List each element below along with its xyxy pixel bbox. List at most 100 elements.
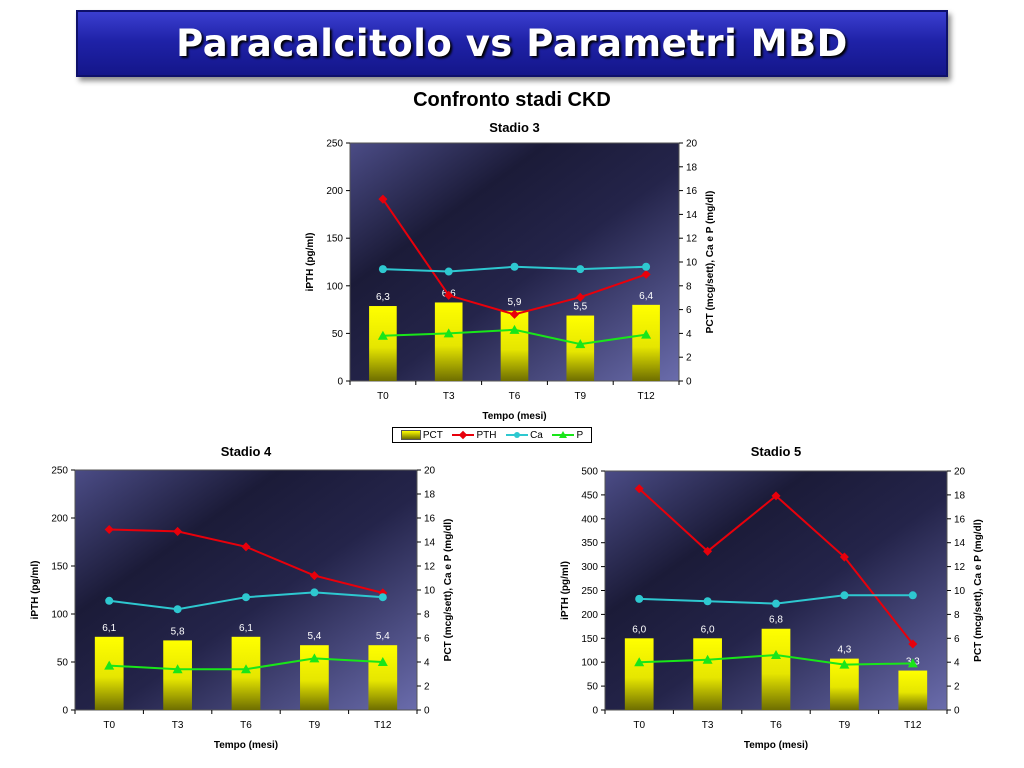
chart3-ytick-label: 450 [581,490,598,501]
chart3-point-p [907,658,918,668]
chart3-ytick-label: 300 [581,562,598,573]
chart1-point-p [443,328,454,338]
chart1-point-p [377,330,388,340]
chart1-xtick-label: T9 [574,391,586,402]
chart3-point-ca [840,591,849,600]
legend-item-pth: PTH [452,430,496,441]
slide-banner: Paracalcitolo vs Parametri MBD [76,10,948,77]
chart3-y2tick-label: 20 [954,467,966,478]
chart3-y2tick-label: 8 [954,610,960,621]
chart2-y2tick-label: 12 [424,562,436,573]
chart1-point-pth [509,309,520,319]
chart3-xtick-label: T0 [633,720,645,731]
legend-swatch-ca [506,430,529,440]
chart3-y2tick-label: 4 [954,658,960,669]
chart2-y2tick-label: 8 [424,610,430,621]
chart2-ytick-label: 0 [62,706,68,717]
chart3-y2tick-label: 0 [954,706,960,717]
chart1-ytick-label: 100 [326,281,343,292]
chart1-ytick-label: 150 [326,234,343,245]
chart1-y2tick-label: 4 [686,329,692,340]
chart2-y2tick-label: 2 [424,682,430,693]
chart2-ytick-label: 250 [51,466,68,477]
chart1-bar-pct [369,306,397,381]
chart3-bar-label: 4,3 [837,645,851,656]
chart3-point-ca [635,594,644,603]
chart3-ytick-label: 250 [581,586,598,597]
chart2-bar-label: 6,1 [102,623,116,634]
chart1-bar-label: 6,3 [376,292,390,303]
chart3-ytick-label: 150 [581,634,598,645]
chart1-xlabel: Tempo (mesi) [482,411,546,422]
banner-title: Paracalcitolo vs Parametri MBD [176,22,848,65]
chart2-point-p [241,664,251,674]
chart3-xtick-label: T9 [839,720,851,731]
chart2-ytick-label: 50 [57,658,69,669]
chart1-bar-label: 6,4 [639,291,653,302]
chart2-bar-pct [163,640,192,710]
chart2-point-ca [378,593,387,602]
chart2-bar-pct [368,645,398,710]
chart2-xtick-label: T6 [240,720,252,731]
chart3-y2tick-label: 18 [954,490,966,501]
legend-swatch-pth [452,430,475,440]
chart2-bar-pct [231,636,261,710]
legend-label-ca: Ca [530,429,543,441]
chart1-ytick-label: 200 [326,186,343,197]
chart3-bar-pct [761,628,791,710]
chart1-y2tick-label: 8 [686,281,692,292]
chart2-point-pth [173,526,183,536]
chart1-y2tick-label: 6 [686,305,692,316]
chart2-bar-label: 6,1 [239,623,253,634]
chart2-y2tick-label: 20 [424,466,436,477]
chart3-xtick-label: T12 [904,720,922,731]
chart3-bar-pct [693,638,722,710]
chart3-ytick-label: 350 [581,538,598,549]
chart3-y2tick-label: 12 [954,562,966,573]
chart1-xtick-label: T12 [637,391,655,402]
chart3-y2tick-label: 10 [954,586,966,597]
chart2-y2tick-label: 0 [424,706,430,717]
chart1-ytick-label: 250 [326,139,343,150]
legend-item-pct: PCT [400,430,443,441]
chart3-bar-label: 6,0 [701,624,715,635]
chart1-y2tick-label: 16 [686,186,698,197]
chart1-point-ca [576,265,585,274]
chart3-y2tick-label: 2 [954,682,960,693]
chart2-bar-label: 5,8 [171,626,185,637]
chart1-title: Stadio 3 [489,120,540,135]
chart1-y2tick-label: 18 [686,162,698,173]
chart1-point-pth [641,269,651,279]
chart1-ylabel: iPTH (pg/ml) [305,233,316,292]
chart3-y2tick-label: 6 [954,634,960,645]
chart1-xtick-label: T3 [443,391,455,402]
chart1-bar-pct [434,302,463,381]
chart3-bar-pct [624,638,654,710]
chart2-xtick-label: T3 [172,720,184,731]
chart2-point-p [172,664,183,674]
chart2-y2tick-label: 10 [424,586,436,597]
main-title: Confronto stadi CKD [413,89,611,111]
chart3-ytick-label: 400 [581,514,598,525]
chart2-y2tick-label: 4 [424,658,430,669]
chart2-ytick-label: 100 [51,610,68,621]
chart2-xtick-label: T9 [309,720,321,731]
chart1-ytick-label: 50 [332,329,344,340]
chart2-ylabel: iPTH (pg/ml) [30,561,41,620]
chart1-y2tick-label: 10 [686,258,698,269]
chart2-y2label: PCT (mcg/sett), Ca e P (mg/dl) [443,519,454,662]
chart2-y2tick-label: 16 [424,514,436,525]
chart3-xlabel: Tempo (mesi) [744,740,808,751]
chart1-bar-pct [500,310,529,381]
legend-item-p: P [552,430,583,441]
chart3-point-p [702,654,713,664]
chart3-point-pth [839,552,849,562]
chart1-xtick-label: T6 [509,391,521,402]
chart3-bar-label: 6,8 [769,615,783,626]
chart1-point-ca [378,265,387,274]
chart3-point-pth [908,639,918,649]
chart3-title: Stadio 5 [751,444,802,459]
chart2-bar-pct [94,636,124,710]
chart2-xtick-label: T0 [103,720,115,731]
